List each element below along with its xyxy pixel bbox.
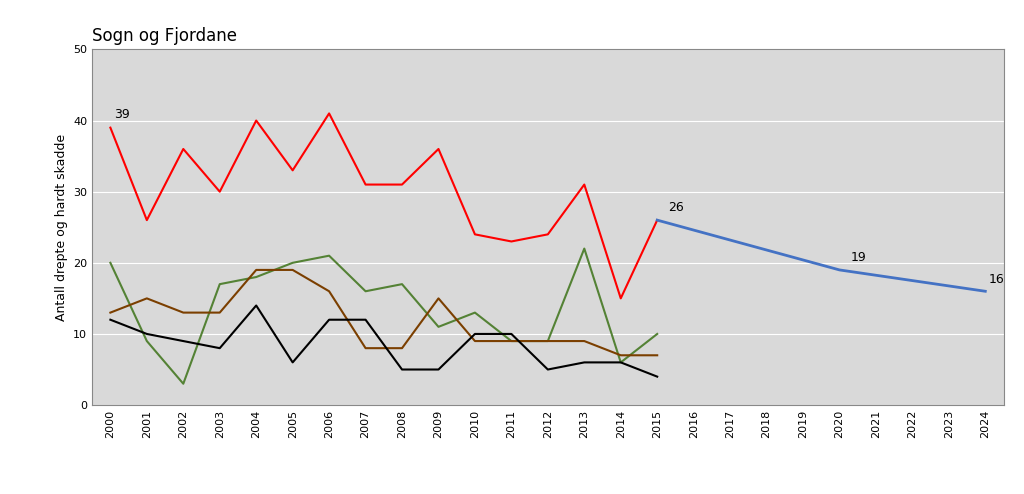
Text: 19: 19 [850, 251, 866, 264]
Text: 16: 16 [989, 273, 1005, 286]
Text: Sogn og Fjordane: Sogn og Fjordane [92, 27, 238, 45]
Text: 39: 39 [114, 108, 130, 121]
Y-axis label: Antall drepte og hardt skadde: Antall drepte og hardt skadde [54, 134, 68, 321]
Text: 26: 26 [668, 202, 684, 214]
